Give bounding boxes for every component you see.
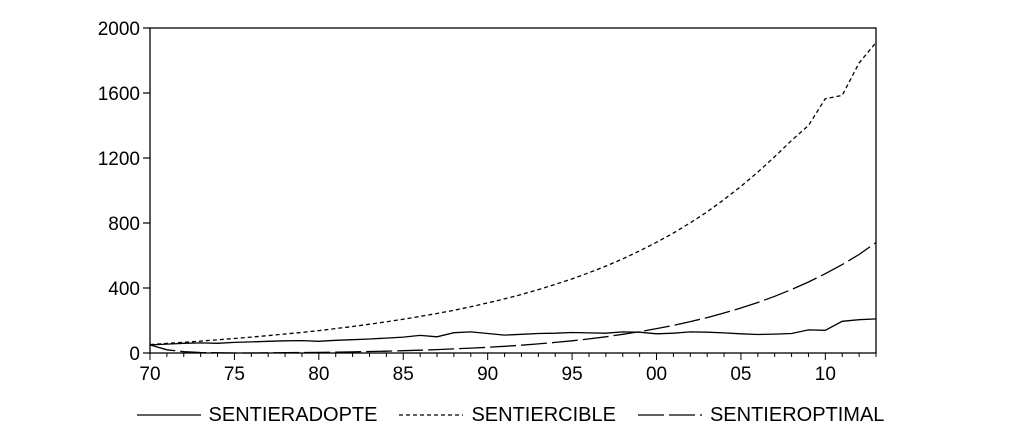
- x-tick-label: 05: [730, 364, 751, 385]
- plot-frame: [149, 27, 877, 354]
- x-tick-label: 70: [139, 364, 160, 385]
- series-lines: [149, 42, 877, 354]
- legend-line-solid: [136, 414, 201, 416]
- y-tick-label: 400: [108, 279, 140, 300]
- x-tick-label: 75: [224, 364, 245, 385]
- chart: 0 400 800 1200 1600 2000 70 75 80 85 90 95 00 05 10: [98, 19, 877, 385]
- legend-line-longdash: [637, 414, 702, 416]
- series-line-sentieradopte: [149, 318, 877, 346]
- y-tick-label: 2000: [98, 19, 140, 40]
- legend-item-sentieradopte: SENTIERADOPTE: [136, 403, 378, 427]
- y-tick-label: 0: [129, 344, 140, 365]
- legend-label-sentieroptimal: SENTIEROPTIMAL: [709, 403, 885, 426]
- legend-item-sentieroptimal: SENTIEROPTIMAL: [637, 403, 885, 427]
- y-axis: 0 400 800 1200 1600 2000: [98, 19, 150, 365]
- legend-label-sentieradopte: SENTIERADOPTE: [208, 403, 378, 426]
- series-line-sentiercible: [149, 42, 877, 346]
- legend-item-sentiercible: SENTIERCIBLE: [399, 403, 616, 427]
- y-tick-label: 1600: [98, 84, 140, 105]
- legend: SENTIERADOPTE SENTIERCIBLE SENTIEROPTIMA…: [0, 402, 1021, 428]
- series-line-sentieroptimal: [149, 241, 877, 354]
- legend-line-dashed: [399, 414, 464, 416]
- y-tick-label: 1200: [98, 149, 140, 170]
- x-tick-label: 95: [562, 364, 583, 385]
- x-tick-label: 90: [477, 364, 498, 385]
- x-tick-label: 10: [815, 364, 836, 385]
- y-tick-label: 800: [108, 214, 140, 235]
- x-tick-label: 80: [308, 364, 329, 385]
- legend-label-sentiercible: SENTIERCIBLE: [471, 403, 616, 426]
- x-axis: 70 75 80 85 90 95 00 05 10: [139, 353, 877, 385]
- x-tick-label: 00: [646, 364, 667, 385]
- x-tick-label: 85: [393, 364, 414, 385]
